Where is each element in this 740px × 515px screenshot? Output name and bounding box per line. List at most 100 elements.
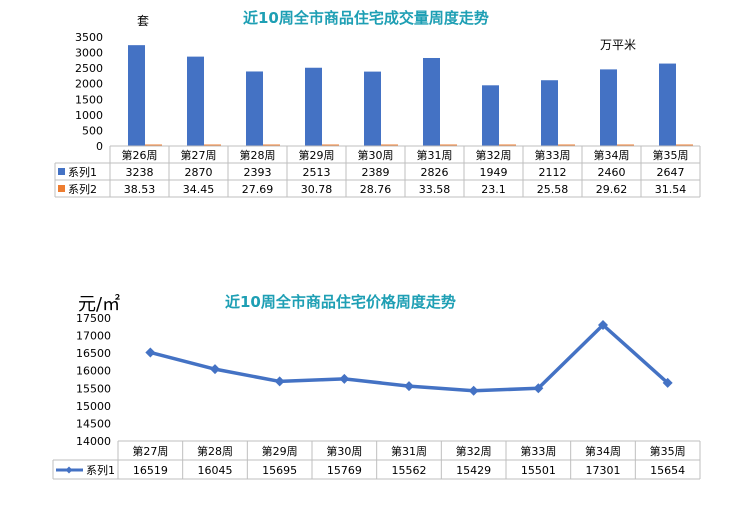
data-table-value: 2826 (421, 166, 449, 179)
data-table-value: 17301 (586, 464, 621, 477)
bar-series-2 (381, 144, 398, 146)
bar-series-2 (263, 144, 280, 146)
bar-series-2 (558, 144, 575, 146)
x-tick-label: 第35周 (653, 148, 689, 162)
price-point-marker (339, 373, 350, 384)
data-table-value: 2513 (303, 166, 331, 179)
data-table-value: 1949 (480, 166, 508, 179)
x-tick-label: 第30周 (326, 444, 362, 458)
price-chart-plot: 14000 14500 15000 15500 16000 16500 17000 17500… (52, 312, 701, 480)
x-tick-label: 第32周 (476, 148, 512, 162)
y-tick-label: 2500 (75, 62, 103, 75)
x-tick-label: 第33周 (520, 444, 556, 458)
bar-series-1 (187, 56, 204, 147)
legend-swatch (58, 168, 65, 175)
data-table-value: 15769 (327, 464, 362, 477)
bar-series-2 (145, 144, 162, 146)
x-tick-label: 第26周 (122, 148, 158, 162)
x-tick-label: 第32周 (456, 444, 492, 458)
bar-series-1 (659, 63, 676, 146)
legend-label: 系列1 (68, 165, 97, 179)
data-table-value: 38.53 (124, 183, 156, 196)
data-table-value: 2647 (657, 166, 685, 179)
x-tick-label: 第29周 (299, 148, 335, 162)
volume-unit-right: 万平米 (600, 38, 637, 52)
data-table-value: 15501 (521, 464, 556, 477)
y-tick-label: 1500 (75, 93, 103, 106)
bar-series-1 (600, 69, 617, 146)
y-tick-label: 16000 (76, 365, 111, 378)
price-point-marker (468, 385, 479, 396)
data-table-value: 34.45 (183, 183, 215, 196)
bar-series-1 (541, 80, 558, 146)
price-chart: 近10周全市商品住宅价格周度走势 元/㎡ 14000 14500 15000 1550… (0, 282, 740, 515)
y-tick-label: 14000 (76, 435, 111, 448)
y-tick-label: 14500 (76, 417, 111, 430)
y-tick-label: 3500 (75, 31, 103, 44)
data-table-value: 3238 (126, 166, 154, 179)
x-tick-label: 第30周 (358, 148, 394, 162)
x-tick-label: 第31周 (391, 444, 427, 458)
data-table-value: 15695 (262, 464, 297, 477)
y-tick-label: 500 (82, 124, 103, 137)
data-table-value: 2112 (539, 166, 567, 179)
bar-series-2 (204, 144, 221, 146)
bar-series-2 (617, 144, 634, 146)
price-point-marker (662, 377, 673, 388)
x-tick-label: 第31周 (417, 148, 453, 162)
data-table-value: 31.54 (655, 183, 687, 196)
x-tick-label: 第34周 (585, 444, 621, 458)
price-series-line (149, 323, 669, 393)
price-point-marker (533, 383, 544, 394)
x-tick-label: 第27周 (132, 444, 168, 458)
x-tick-label: 第29周 (262, 444, 298, 458)
x-tick-label: 第28周 (240, 148, 276, 162)
data-table-value: 2460 (598, 166, 626, 179)
price-point-marker (404, 381, 414, 392)
price-point-marker (210, 364, 220, 375)
volume-chart: 近10周全市商品住宅成交量周度走势 套 万平米 0 500 1000 1500 2000… (0, 0, 740, 215)
data-table-value: 33.58 (419, 183, 451, 196)
bar-series-1 (305, 67, 322, 146)
data-table-value: 23.1 (481, 183, 506, 196)
bar-series-1 (364, 71, 381, 146)
y-tick-label: 1000 (75, 109, 103, 122)
price-point-marker (598, 319, 608, 330)
volume-chart-plot: 0 500 1000 1500 2000 2500 3000 3500 第26周 第27周 第28周… (54, 31, 701, 198)
x-tick-label: 第28周 (197, 444, 233, 458)
x-tick-label: 第34周 (594, 148, 630, 162)
y-tick-label: 17000 (76, 330, 111, 343)
legend-label: 系列1 (86, 463, 115, 477)
data-table-value: 30.78 (301, 183, 333, 196)
data-table-value: 15562 (392, 464, 427, 477)
y-tick-label: 16500 (76, 347, 111, 360)
data-table-value: 27.69 (242, 183, 274, 196)
data-table-value: 2393 (244, 166, 272, 179)
data-table-value: 16045 (198, 464, 233, 477)
y-tick-label: 15500 (76, 382, 111, 395)
price-point-marker (145, 347, 156, 358)
y-tick-label: 0 (96, 140, 103, 153)
data-table-value: 16519 (133, 464, 168, 477)
data-table-value: 2389 (362, 166, 390, 179)
data-table-value: 29.62 (596, 183, 628, 196)
legend-swatch (58, 185, 65, 192)
data-table-value: 15654 (650, 464, 685, 477)
y-tick-label: 15000 (76, 400, 111, 413)
data-table-value: 15429 (456, 464, 491, 477)
volume-chart-title: 近10周全市商品住宅成交量周度走势 (243, 9, 489, 27)
x-tick-label: 第27周 (181, 148, 217, 162)
bar-series-1 (246, 71, 263, 146)
data-table-value: 2870 (185, 166, 213, 179)
bar-series-2 (499, 144, 516, 146)
price-chart-title: 近10周全市商品住宅价格周度走势 (225, 293, 456, 311)
legend-label: 系列2 (68, 182, 97, 196)
x-tick-label: 第33周 (535, 148, 571, 162)
bar-series-1 (128, 45, 145, 147)
y-tick-label: 17500 (76, 312, 111, 325)
price-unit-left: 元/㎡ (78, 294, 121, 315)
price-point-marker (274, 376, 285, 387)
bar-series-2 (676, 144, 693, 146)
x-tick-label: 第35周 (650, 444, 686, 458)
data-table-value: 28.76 (360, 183, 392, 196)
